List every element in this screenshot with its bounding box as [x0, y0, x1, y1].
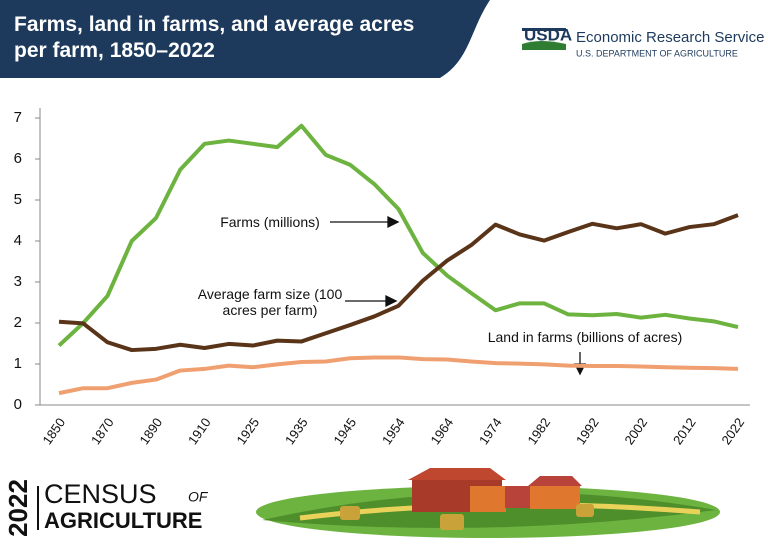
logo-bar	[522, 28, 566, 31]
x-tick-label: 1870	[88, 415, 117, 447]
farm-illustration	[256, 468, 720, 538]
annotation: Land in farms (billions of acres)	[487, 329, 683, 345]
series-line	[57, 123, 739, 348]
x-tick-label: 1954	[379, 415, 408, 447]
x-tick-label: 2012	[670, 415, 699, 447]
footer-agriculture: AGRICULTURE	[44, 508, 202, 533]
logo-field	[522, 41, 566, 50]
x-tick-label: 1935	[282, 415, 311, 447]
y-tick-label: 3	[14, 273, 22, 290]
x-tick-label: 1945	[330, 415, 359, 447]
x-tick-label: 1964	[427, 415, 456, 447]
logo: USDA	[524, 25, 572, 44]
series-line	[58, 213, 739, 353]
annotation: Farms (millions)	[220, 214, 320, 230]
x-tick-label: 2002	[621, 415, 650, 447]
x-tick-label: 1925	[233, 415, 262, 447]
agency: Economic Research Service	[576, 29, 764, 46]
department: U.S. DEPARTMENT OF AGRICULTURE	[576, 48, 738, 58]
x-tick-label: 1850	[39, 415, 68, 447]
x-tick-label: 2022	[718, 415, 747, 447]
y-tick-label: 1	[14, 355, 22, 372]
x-tick-label: 1982	[524, 415, 553, 447]
title-banner	[0, 0, 490, 78]
y-tick-label: 4	[14, 232, 22, 249]
footer-of: OF	[188, 489, 209, 505]
footer-census: CENSUS	[44, 479, 157, 509]
series-line	[58, 355, 739, 396]
y-tick-label: 5	[14, 191, 22, 208]
x-tick-label: 1974	[476, 415, 505, 447]
y-tick-label: 2	[14, 314, 22, 331]
y-tick-label: 6	[14, 150, 22, 167]
x-tick-label: 1910	[185, 415, 214, 447]
y-tick-label: 0	[14, 396, 22, 413]
footer-year: 2022	[3, 479, 33, 537]
x-tick-label: 1890	[136, 415, 165, 447]
x-tick-label: 1992	[573, 415, 602, 447]
y-tick-label: 7	[14, 109, 22, 126]
page-title: Farms, land in farms, and average acres …	[14, 13, 415, 62]
annotation: Average farm size (100 acres per farm)	[197, 286, 343, 318]
